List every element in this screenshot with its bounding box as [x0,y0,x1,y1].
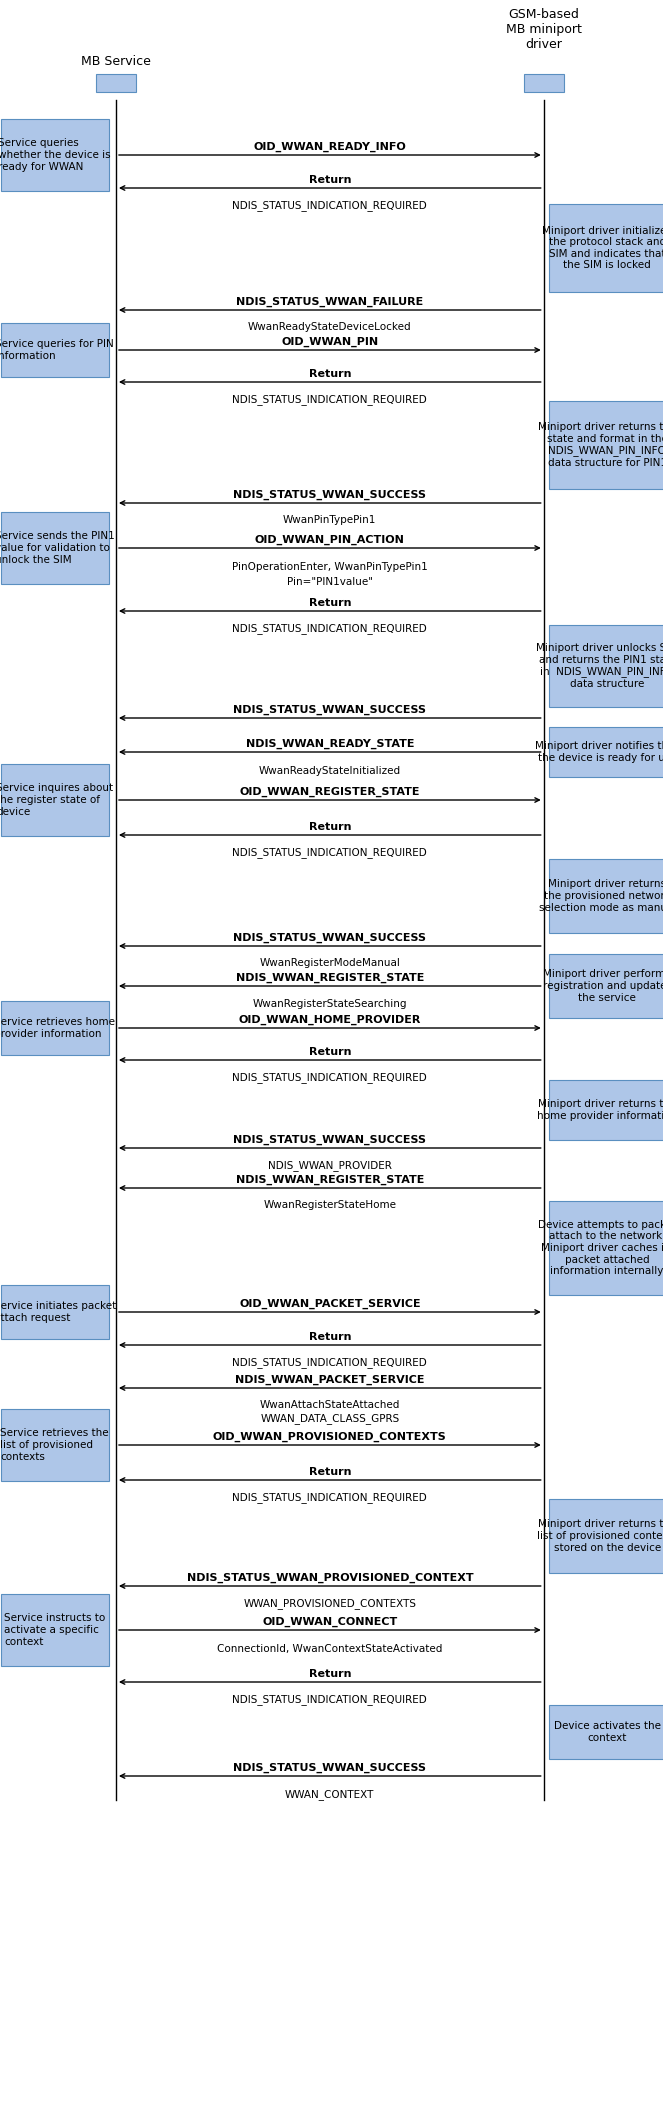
Text: NDIS_STATUS_INDICATION_REQUIRED: NDIS_STATUS_INDICATION_REQUIRED [233,394,427,404]
FancyBboxPatch shape [524,74,564,91]
Text: WwanRegisterModeManual: WwanRegisterModeManual [259,959,400,967]
Text: NDIS_STATUS_INDICATION_REQUIRED: NDIS_STATUS_INDICATION_REQUIRED [233,201,427,212]
Text: Service sends the PIN1
value for validation to
unlock the SIM: Service sends the PIN1 value for validat… [0,531,115,565]
Text: NDIS_STATUS_WWAN_FAILURE: NDIS_STATUS_WWAN_FAILURE [236,296,424,307]
Text: NDIS_STATUS_WWAN_SUCCESS: NDIS_STATUS_WWAN_SUCCESS [233,489,426,499]
Text: Return: Return [308,821,351,832]
Text: Miniport driver returns the
list of provisioned contexts
stored on the device: Miniport driver returns the list of prov… [537,1519,663,1553]
Text: WwanPinTypePin1: WwanPinTypePin1 [283,514,377,525]
Text: OID_WWAN_REGISTER_STATE: OID_WWAN_REGISTER_STATE [239,787,420,798]
Text: NDIS_WWAN_READY_STATE: NDIS_WWAN_READY_STATE [245,738,414,749]
Text: WWAN_CONTEXT: WWAN_CONTEXT [285,1788,375,1801]
Text: NDIS_STATUS_INDICATION_REQUIRED: NDIS_STATUS_INDICATION_REQUIRED [233,846,427,857]
Text: NDIS_STATUS_INDICATION_REQUIRED: NDIS_STATUS_INDICATION_REQUIRED [233,1492,427,1502]
Text: NDIS_STATUS_INDICATION_REQUIRED: NDIS_STATUS_INDICATION_REQUIRED [233,622,427,635]
Text: Miniport driver returns the
state and format in the
NDIS_WWAN_PIN_INFO
data stru: Miniport driver returns the state and fo… [538,423,663,468]
Text: Device activates the
context: Device activates the context [554,1720,661,1744]
FancyBboxPatch shape [96,74,136,91]
Text: WwanAttachStateAttached: WwanAttachStateAttached [260,1401,400,1409]
Text: PinOperationEnter, WwanPinTypePin1: PinOperationEnter, WwanPinTypePin1 [232,563,428,571]
Text: Miniport driver returns the
home provider information: Miniport driver returns the home provide… [537,1098,663,1121]
Text: NDIS_STATUS_INDICATION_REQUIRED: NDIS_STATUS_INDICATION_REQUIRED [233,1356,427,1367]
FancyBboxPatch shape [1,1001,109,1056]
Text: NDIS_WWAN_PACKET_SERVICE: NDIS_WWAN_PACKET_SERVICE [235,1375,424,1386]
Text: NDIS_STATUS_WWAN_SUCCESS: NDIS_STATUS_WWAN_SUCCESS [233,1763,426,1773]
FancyBboxPatch shape [549,954,663,1018]
Text: Service retrieves the
list of provisioned
contexts: Service retrieves the list of provisione… [1,1428,109,1462]
Text: Return: Return [308,176,351,184]
FancyBboxPatch shape [1,764,109,836]
Text: Service queries for PIN
information: Service queries for PIN information [0,339,114,362]
Text: GSM-based
MB miniport
driver: GSM-based MB miniport driver [506,8,581,51]
Text: Return: Return [308,1466,351,1477]
Text: Miniport driver performs
registration and updates
the service: Miniport driver performs registration an… [543,969,663,1003]
FancyBboxPatch shape [549,1079,663,1141]
Text: NDIS_WWAN_PROVIDER: NDIS_WWAN_PROVIDER [268,1160,392,1170]
Text: ConnectionId, WwanContextStateActivated: ConnectionId, WwanContextStateActivated [217,1644,442,1655]
Text: Service instructs to
activate a specific
context: Service instructs to activate a specific… [4,1612,105,1646]
Text: Return: Return [308,1047,351,1058]
Text: OID_WWAN_PIN_ACTION: OID_WWAN_PIN_ACTION [255,535,405,546]
Text: Return: Return [308,1331,351,1342]
Text: OID_WWAN_CONNECT: OID_WWAN_CONNECT [263,1617,397,1627]
Text: WwanRegisterStateSearching: WwanRegisterStateSearching [253,999,407,1009]
FancyBboxPatch shape [549,1705,663,1761]
Text: Return: Return [308,1670,351,1678]
Text: OID_WWAN_HOME_PROVIDER: OID_WWAN_HOME_PROVIDER [239,1016,421,1024]
Text: OID_WWAN_READY_INFO: OID_WWAN_READY_INFO [253,142,406,152]
Text: NDIS_STATUS_WWAN_PROVISIONED_CONTEXT: NDIS_STATUS_WWAN_PROVISIONED_CONTEXT [186,1572,473,1583]
FancyBboxPatch shape [1,118,109,190]
FancyBboxPatch shape [1,1409,109,1481]
Text: NDIS_STATUS_INDICATION_REQUIRED: NDIS_STATUS_INDICATION_REQUIRED [233,1695,427,1705]
Text: WWAN_PROVISIONED_CONTEXTS: WWAN_PROVISIONED_CONTEXTS [243,1598,416,1608]
FancyBboxPatch shape [549,726,663,777]
FancyBboxPatch shape [549,1200,663,1295]
FancyBboxPatch shape [1,1284,109,1339]
Text: NDIS_STATUS_WWAN_SUCCESS: NDIS_STATUS_WWAN_SUCCESS [233,1134,426,1145]
Text: Miniport driver returns
the provisioned network
selection mode as manual: Miniport driver returns the provisioned … [538,880,663,912]
Text: MB Service: MB Service [81,55,151,68]
FancyBboxPatch shape [549,203,663,292]
Text: Miniport driver notifies that
the device is ready for use: Miniport driver notifies that the device… [536,741,663,762]
Text: Service queries
whether the device is
ready for WWAN: Service queries whether the device is re… [0,138,111,171]
Text: Service initiates packet
attach request: Service initiates packet attach request [0,1301,116,1322]
FancyBboxPatch shape [1,322,109,377]
FancyBboxPatch shape [1,1593,109,1665]
Text: NDIS_WWAN_REGISTER_STATE: NDIS_WWAN_REGISTER_STATE [235,1174,424,1185]
Text: OID_WWAN_PROVISIONED_CONTEXTS: OID_WWAN_PROVISIONED_CONTEXTS [213,1433,447,1441]
Text: WwanRegisterStateHome: WwanRegisterStateHome [263,1200,396,1210]
FancyBboxPatch shape [549,859,663,933]
Text: Service inquires about
the register state of
device: Service inquires about the register stat… [0,783,113,817]
Text: WWAN_DATA_CLASS_GPRS: WWAN_DATA_CLASS_GPRS [260,1413,400,1424]
FancyBboxPatch shape [549,1498,663,1574]
Text: Pin="PIN1value": Pin="PIN1value" [287,578,373,586]
FancyBboxPatch shape [1,512,109,584]
FancyBboxPatch shape [549,400,663,489]
Text: WwanReadyStateDeviceLocked: WwanReadyStateDeviceLocked [248,322,412,332]
Text: Device attempts to packet
attach to the network.
Miniport driver caches its
pack: Device attempts to packet attach to the … [538,1219,663,1276]
FancyBboxPatch shape [549,624,663,707]
Text: Miniport driver unlocks SIM
and returns the PIN1 state
in  NDIS_WWAN_PIN_INFO
da: Miniport driver unlocks SIM and returns … [536,643,663,690]
Text: NDIS_STATUS_INDICATION_REQUIRED: NDIS_STATUS_INDICATION_REQUIRED [233,1073,427,1083]
Text: Return: Return [308,599,351,607]
Text: OID_WWAN_PACKET_SERVICE: OID_WWAN_PACKET_SERVICE [239,1299,420,1310]
Text: WwanReadyStateInitialized: WwanReadyStateInitialized [259,766,401,777]
Text: NDIS_WWAN_REGISTER_STATE: NDIS_WWAN_REGISTER_STATE [235,973,424,984]
Text: NDIS_STATUS_WWAN_SUCCESS: NDIS_STATUS_WWAN_SUCCESS [233,933,426,944]
Text: Return: Return [308,368,351,379]
Text: NDIS_STATUS_WWAN_SUCCESS: NDIS_STATUS_WWAN_SUCCESS [233,705,426,715]
Text: Miniport driver initializes
the protocol stack and
SIM and indicates that
the SI: Miniport driver initializes the protocol… [542,226,663,271]
Text: OID_WWAN_PIN: OID_WWAN_PIN [281,336,379,347]
Text: Service retrieves home
provider information: Service retrieves home provider informat… [0,1018,115,1039]
